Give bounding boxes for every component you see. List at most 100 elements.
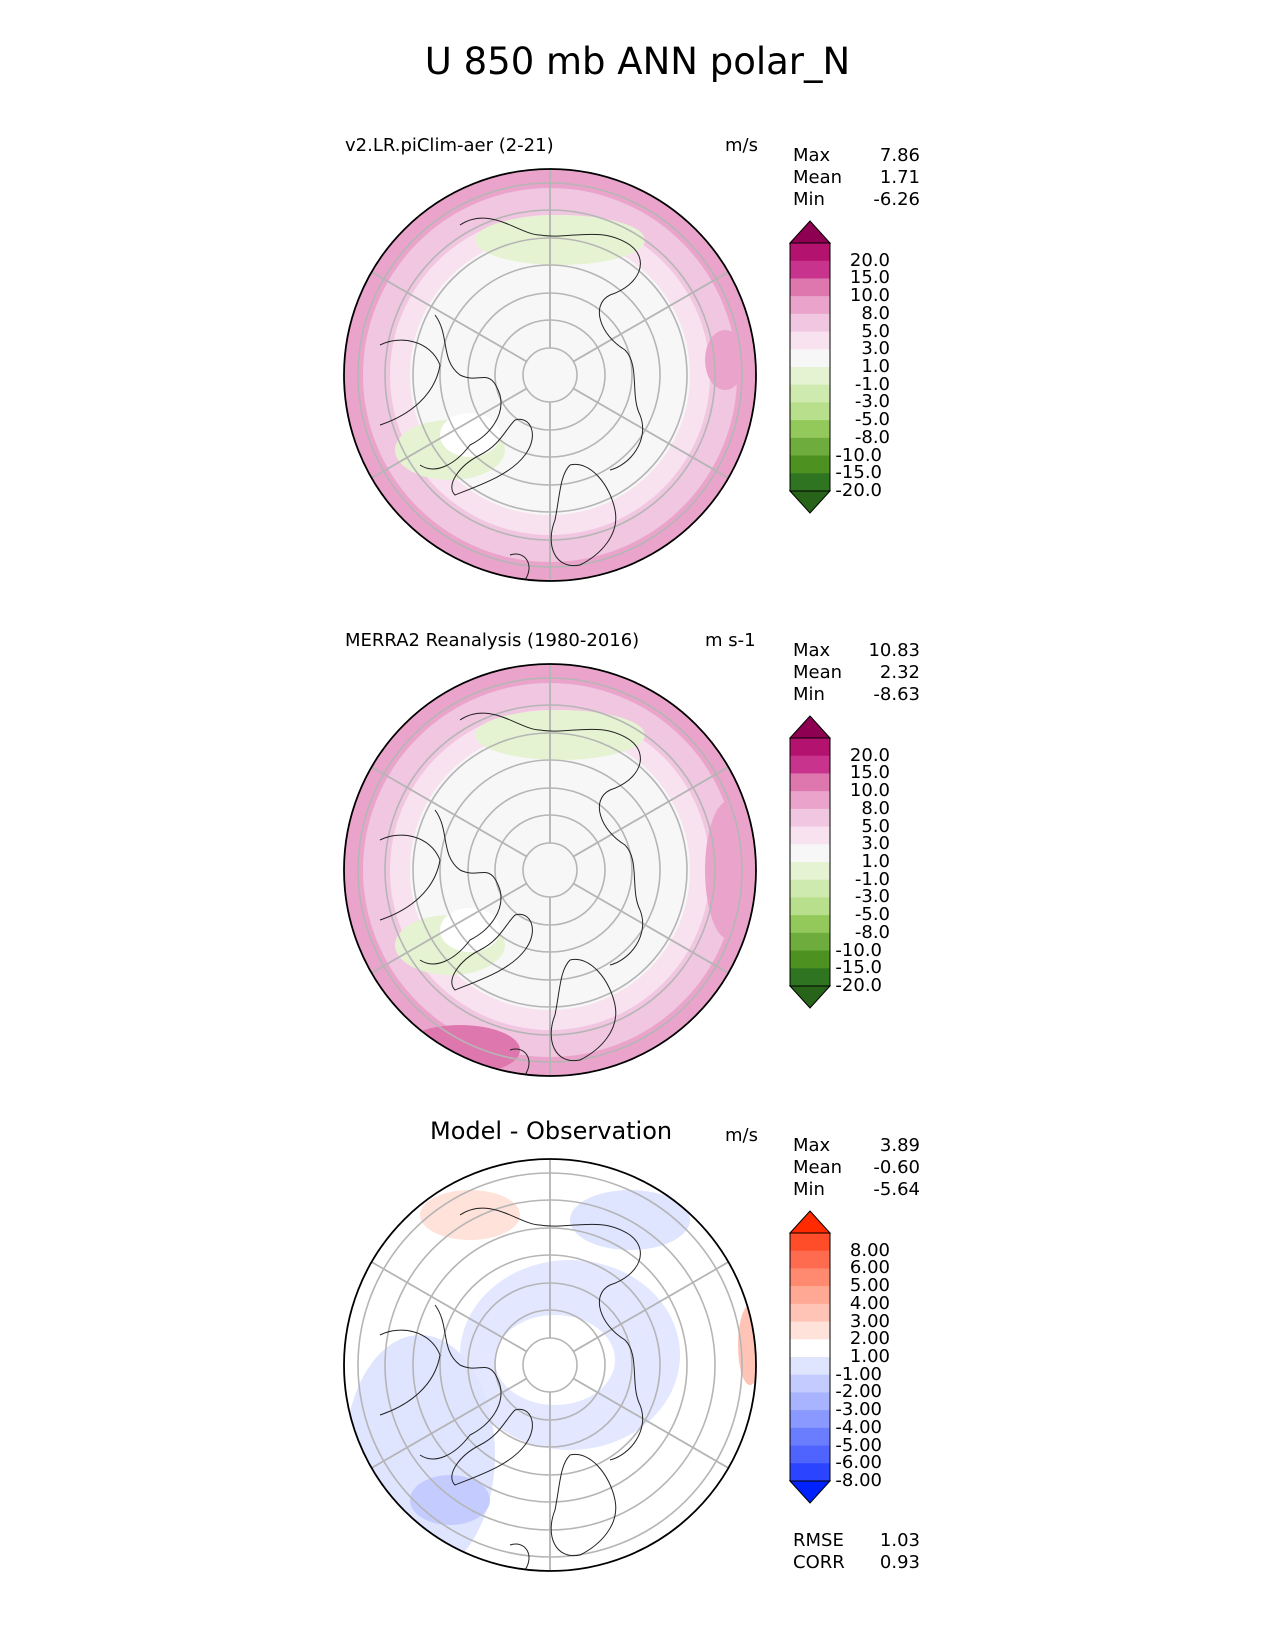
colorbar-segment (790, 455, 830, 474)
coastline (509, 1543, 530, 1571)
colorbar-tick-label: -5.0 (854, 904, 890, 926)
meridian-line (572, 1261, 729, 1353)
colorbar-segment (790, 1339, 830, 1358)
field-positive-region (738, 1305, 756, 1385)
colorbar (788, 1210, 832, 1504)
max-value: 7.86 (879, 145, 920, 166)
colorbar-tick-label: -3.0 (854, 886, 890, 908)
colorbar-tick-label: 8.0 (861, 302, 890, 324)
colorbar-segment (790, 313, 830, 333)
colorbar-tick-label: 1.0 (861, 356, 890, 377)
coastline (379, 834, 441, 921)
coastline (550, 463, 617, 567)
coastline (459, 1207, 644, 1461)
colorbar (788, 715, 832, 1009)
colorbar-tick-label: 3.0 (861, 833, 890, 855)
colorbar-segment (790, 260, 830, 279)
colorbar-tick-label: -8.0 (854, 426, 890, 448)
coastline (379, 339, 441, 426)
graticule (357, 664, 743, 1076)
colorbar-tick-label: -20.0 (835, 480, 882, 501)
coastlines (379, 712, 644, 1076)
coastline (419, 314, 502, 470)
polar-map (343, 663, 757, 1077)
colorbar-segment (790, 738, 830, 757)
field-positive-region (420, 1190, 520, 1240)
field-negative-region (410, 1475, 490, 1525)
colorbar-extend-min (788, 1480, 832, 1504)
panel-difference: Model - Observation m/s Max 3.89 Mean -0.6… (0, 1117, 1275, 1615)
colorbar-tick-label: -2.00 (835, 1381, 882, 1403)
mean-value: 2.32 (879, 662, 920, 683)
meridian-line (371, 1261, 528, 1353)
colorbar-tick-label: -4.00 (835, 1416, 882, 1438)
colorbar-tick-label: 1.0 (861, 851, 890, 872)
panel-model: v2.LR.piClim-aer (2-21) m/s Max 7.86 Mean… (0, 135, 1275, 625)
panel-title: Model - Observation (430, 1117, 673, 1145)
colorbar-frame (789, 737, 831, 987)
colorbar-tick-label: -15.0 (835, 957, 882, 979)
meridian-line (371, 766, 528, 858)
error-stats: RMSE 1.03 CORR 0.93 (793, 1530, 920, 1574)
colorbar-tick-label: -8.0 (854, 921, 890, 943)
colorbar-segment (790, 773, 830, 792)
colorbar-segment (790, 402, 830, 421)
colorbar-segment (790, 420, 830, 439)
colorbar-tick-label: 10.0 (849, 285, 890, 307)
meridian-line (572, 882, 729, 974)
greenland-coastline (451, 1408, 533, 1486)
colorbar-tick-label: -1.00 (835, 1363, 882, 1385)
rmse-value: 1.03 (879, 1530, 920, 1551)
colorbar-tick-label: -20.0 (835, 975, 882, 996)
map-boundary (343, 663, 757, 1077)
colorbar-segment (790, 932, 830, 952)
coastline (379, 1329, 441, 1416)
panel-stats: Max 3.89 Mean -0.60 Min -5.64 (793, 1135, 920, 1201)
polar-map (343, 1158, 757, 1572)
colorbar-segment (790, 367, 830, 386)
colorbar-segment (790, 1357, 830, 1376)
colorbar-tick-label: 3.0 (861, 338, 890, 360)
coastline (459, 712, 644, 966)
colorbar-tick-label: -10.0 (835, 939, 882, 961)
colorbar-frame (789, 1232, 831, 1482)
coastline (509, 1048, 530, 1076)
panel-stats: Max 7.86 Mean 1.71 Min -6.26 (793, 145, 920, 211)
wind-max-region (705, 800, 755, 940)
colorbar-tick-label: 5.0 (861, 815, 890, 837)
min-value: -5.64 (873, 1179, 920, 1200)
coastline (419, 809, 502, 965)
greenland-coastline (451, 418, 533, 496)
greenland-coastline (451, 913, 533, 991)
colorbar-segment (790, 1392, 830, 1411)
colorbar-segment (790, 844, 830, 863)
easterly-region (475, 215, 645, 265)
rmse-label: RMSE (793, 1530, 844, 1551)
colorbar-segment (790, 296, 830, 315)
colorbar-segment (790, 349, 830, 368)
coastline (459, 217, 644, 471)
colorbar-segment (790, 1427, 830, 1447)
panel-observation: MERRA2 Reanalysis (1980-2016) m s-1 Max 1… (0, 630, 1275, 1120)
colorbar-segment (790, 950, 830, 969)
colorbar-tick-label: 3.00 (849, 1310, 890, 1332)
colorbar-segment (790, 1286, 830, 1305)
wind-max-region (400, 1025, 520, 1075)
colorbar-segment (790, 1321, 830, 1340)
panel-title: v2.LR.piClim-aer (2-21) (345, 135, 554, 156)
max-value: 3.89 (879, 1135, 920, 1156)
colorbar-tick-label: -1.0 (854, 373, 890, 395)
polar-map (343, 168, 757, 582)
colorbar-tick-label: -6.00 (835, 1452, 882, 1474)
panel-units: m/s (725, 1125, 758, 1146)
colorbar-tick-label: -3.0 (854, 391, 890, 413)
panel-stats: Max 10.83 Mean 2.32 Min -8.63 (793, 640, 920, 706)
colorbar-segment (790, 384, 830, 403)
figure-title: U 850 mb ANN polar_N (424, 40, 851, 83)
min-label: Min (793, 1179, 825, 1200)
coastlines (379, 1207, 644, 1571)
colorbar-tick-label: 6.00 (849, 1257, 890, 1279)
colorbar-tick-label: 2.00 (849, 1328, 890, 1350)
map-boundary (343, 168, 757, 582)
mean-label: Mean (793, 1157, 843, 1178)
